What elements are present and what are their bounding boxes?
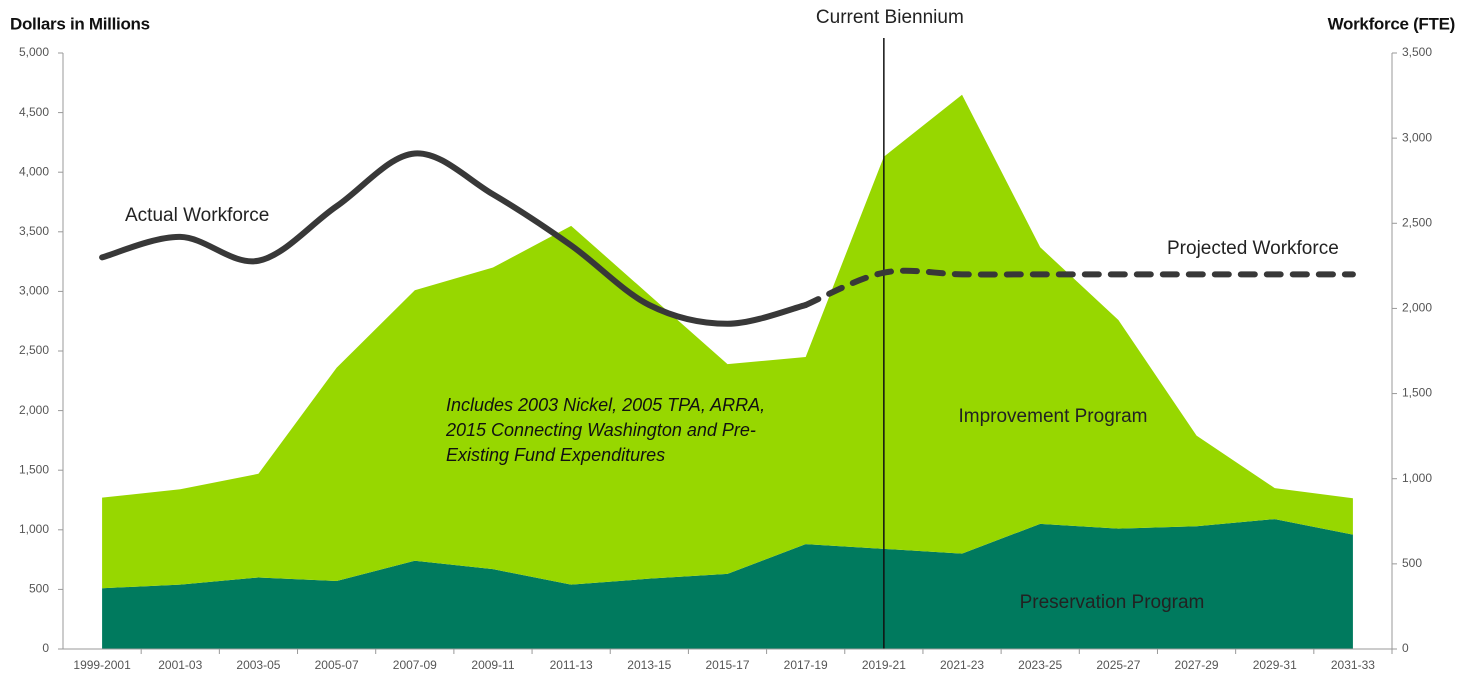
x-tick-label: 2025-27 xyxy=(1096,658,1140,672)
y2-tick-label: 1,000 xyxy=(1402,471,1432,485)
area xyxy=(102,94,1353,589)
y-tick-label: 4,500 xyxy=(19,105,49,119)
annotation: Includes 2003 Nickel, 2005 TPA, ARRA, xyxy=(446,395,765,415)
workforce-line xyxy=(802,267,1356,309)
y2-axis-title: Workforce (FTE) xyxy=(1328,14,1455,33)
x-tick-label: 2011-13 xyxy=(550,658,593,672)
x-tick-label: 2009-11 xyxy=(471,658,514,672)
y-tick-label: 2,000 xyxy=(19,403,49,417)
x-tick-label: 2007-09 xyxy=(393,658,437,672)
y2-tick-label: 2,500 xyxy=(1402,215,1432,229)
y-tick-label: 1,500 xyxy=(19,462,49,476)
x-tick-label: 2003-05 xyxy=(236,658,280,672)
x-tick-label: 2013-15 xyxy=(627,658,671,672)
x-tick-label: 2031-33 xyxy=(1331,658,1375,672)
annotation: Existing Fund Expenditures xyxy=(446,445,665,465)
y-tick-label: 0 xyxy=(42,641,49,655)
y2-tick-label: 3,500 xyxy=(1402,45,1432,59)
x-tick-label: 2029-31 xyxy=(1253,658,1297,672)
x-tick-label: 1999-2001 xyxy=(73,658,131,672)
x-tick-label: 2023-25 xyxy=(1018,658,1062,672)
y2-tick-label: 1,500 xyxy=(1402,386,1432,400)
annotation: 2015 Connecting Washington and Pre- xyxy=(445,420,756,440)
area xyxy=(102,519,1353,649)
x-tick-label: 2005-07 xyxy=(315,658,359,672)
y2-tick-label: 500 xyxy=(1402,556,1422,570)
y2-tick-label: 3,000 xyxy=(1402,130,1432,144)
series-label: Actual Workforce xyxy=(125,205,269,226)
y-tick-label: 5,000 xyxy=(19,45,49,59)
y2-tick-label: 0 xyxy=(1402,641,1409,655)
y-tick-label: 500 xyxy=(29,582,49,596)
y-tick-label: 4,000 xyxy=(19,164,49,178)
x-tick-label: 2021-23 xyxy=(940,658,984,672)
y2-tick-label: 2,000 xyxy=(1402,301,1432,315)
x-tick-label: 2027-29 xyxy=(1175,658,1219,672)
x-tick-label: 2015-17 xyxy=(705,658,749,672)
x-tick-label: 2001-03 xyxy=(158,658,202,672)
x-tick-label: 2019-21 xyxy=(862,658,906,672)
y-tick-label: 3,000 xyxy=(19,284,49,298)
series-label: Preservation Program xyxy=(1020,592,1205,613)
y-tick-label: 3,500 xyxy=(19,224,49,238)
y-tick-label: 2,500 xyxy=(19,343,49,357)
series-label: Improvement Program xyxy=(958,406,1147,427)
reference-label: Current Biennium xyxy=(816,7,964,28)
y-axis-title: Dollars in Millions xyxy=(10,14,150,33)
workforce-line xyxy=(99,150,809,327)
y-tick-label: 1,000 xyxy=(19,522,49,536)
x-tick-label: 2017-19 xyxy=(784,658,828,672)
series-label: Projected Workforce xyxy=(1167,238,1339,259)
